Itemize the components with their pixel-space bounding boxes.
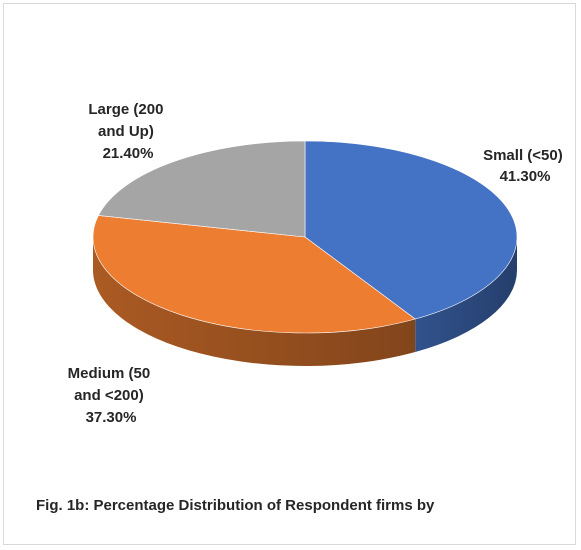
pie-side-walls (92, 237, 517, 366)
pie-top-faces (92, 140, 518, 334)
slice-label-small: Small (<50) 41.30% (483, 147, 567, 185)
slice-side-medium (92, 237, 416, 366)
slice-small (304, 140, 518, 320)
figure-caption: Fig. 1b: Percentage Distribution of Resp… (36, 497, 435, 514)
slice-side-small (415, 237, 517, 353)
slice-large (97, 140, 306, 238)
slice-label-medium: Medium (50 and <200) 37.30% (68, 365, 155, 426)
slice-medium (92, 215, 416, 334)
slice-label-large: Large (200 and Up) 21.40% (88, 101, 167, 162)
